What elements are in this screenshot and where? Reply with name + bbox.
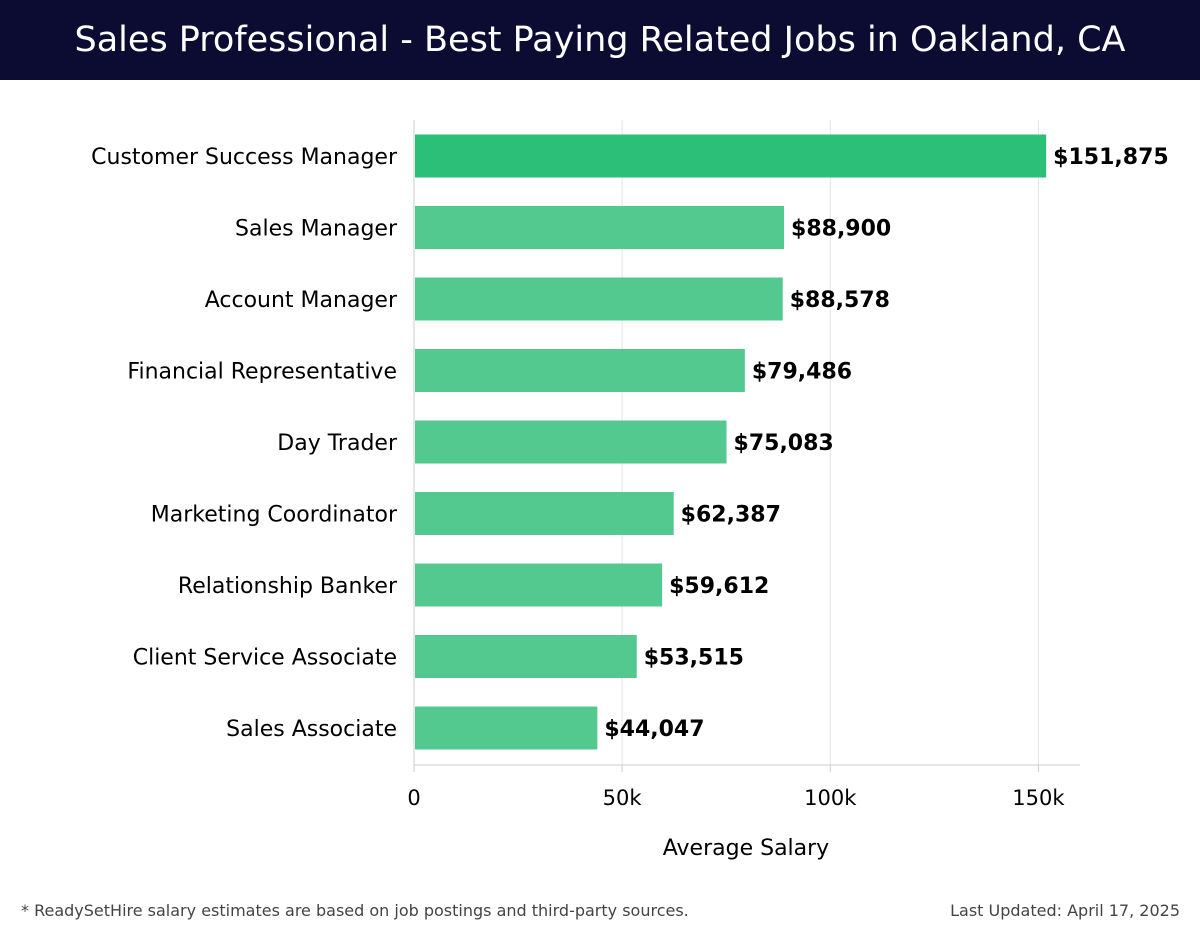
bar bbox=[415, 563, 663, 607]
bar bbox=[415, 134, 1047, 178]
category-label: Day Trader bbox=[277, 431, 398, 456]
bars bbox=[415, 134, 1047, 750]
bar bbox=[415, 492, 674, 535]
value-label: $88,578 bbox=[790, 288, 890, 313]
value-label: $44,047 bbox=[604, 717, 704, 742]
x-tick-label: 0 bbox=[407, 786, 420, 810]
bar bbox=[415, 349, 745, 392]
bar bbox=[415, 706, 598, 750]
x-tick-label: 50k bbox=[603, 786, 643, 810]
category-label: Customer Success Manager bbox=[91, 145, 398, 170]
last-updated: Last Updated: April 17, 2025 bbox=[950, 901, 1180, 920]
category-label: Account Manager bbox=[205, 288, 398, 313]
value-label: $79,486 bbox=[752, 360, 852, 385]
value-label: $53,515 bbox=[644, 646, 744, 671]
category-label: Relationship Banker bbox=[178, 574, 398, 599]
category-label: Client Service Associate bbox=[133, 646, 397, 671]
labels: Customer Success Manager $151,875 Sales Ma… bbox=[91, 145, 1169, 742]
bar bbox=[415, 420, 727, 464]
axes: 0 50k 100k 150k Average Salary bbox=[407, 120, 1080, 861]
bar bbox=[415, 206, 785, 249]
x-axis-title: Average Salary bbox=[663, 836, 829, 861]
value-label: $59,612 bbox=[669, 574, 769, 599]
salary-bar-chart: Customer Success Manager $151,875 Sales Ma… bbox=[91, 120, 1169, 861]
value-label: $88,900 bbox=[791, 217, 891, 242]
bar bbox=[415, 277, 783, 321]
value-label: $62,387 bbox=[681, 503, 781, 528]
footnote: * ReadySetHire salary estimates are base… bbox=[21, 901, 689, 920]
category-label: Sales Associate bbox=[226, 717, 397, 742]
category-label: Marketing Coordinator bbox=[151, 503, 398, 528]
page-title: Sales Professional - Best Paying Related… bbox=[74, 20, 1126, 60]
category-label: Financial Representative bbox=[127, 360, 397, 385]
x-tick-label: 150k bbox=[1012, 786, 1065, 810]
bar bbox=[415, 635, 637, 678]
value-label: $75,083 bbox=[734, 431, 834, 456]
title-bar: Sales Professional - Best Paying Related… bbox=[0, 0, 1200, 80]
value-label: $151,875 bbox=[1053, 145, 1169, 170]
x-tick-label: 100k bbox=[804, 786, 857, 810]
category-label: Sales Manager bbox=[235, 217, 398, 242]
